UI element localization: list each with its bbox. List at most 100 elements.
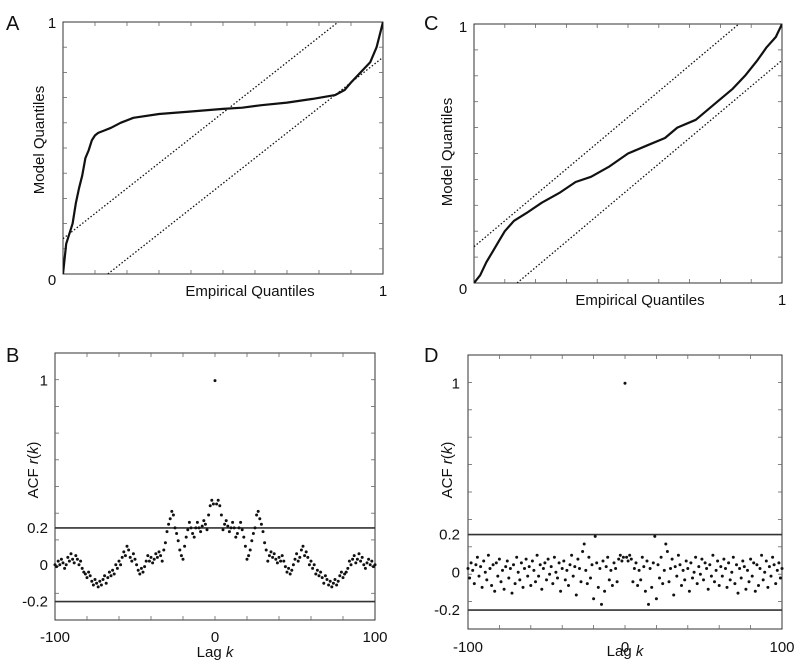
panel-b-acf-point — [229, 526, 233, 530]
panel-d-acf-point — [532, 568, 536, 572]
panel-d-acf-point — [727, 561, 731, 565]
panel-b-acf-point — [213, 379, 217, 383]
panel-b-acf-point — [187, 520, 191, 524]
panel-b-acf-point — [363, 566, 367, 570]
panel-b-acf-point — [170, 509, 174, 513]
panel-a-y-axis-label: Model Quantiles — [31, 86, 48, 194]
panel-d-acf-point — [563, 578, 567, 582]
panel-d-acf-point — [584, 568, 588, 572]
panel-b-acf-point — [175, 532, 179, 535]
panel-b-acf-point — [320, 576, 324, 580]
panel-d-acf-point — [747, 580, 751, 584]
panel-d-acf-point — [545, 578, 548, 582]
panel-d-acf-point — [546, 557, 550, 561]
panel-b-y-tick-label: -0.2 — [22, 594, 48, 611]
panel-d-acf-point — [738, 567, 742, 570]
panel-b-acf-point — [199, 530, 203, 534]
panel-b-acf-point — [327, 583, 331, 587]
panel-b-acf-point — [131, 552, 135, 556]
panel-d-acf-point — [612, 561, 616, 565]
panel-b-x-tick-label: -100 — [40, 629, 70, 646]
panel-b-x-axis-label-var: k — [226, 644, 235, 661]
panel-d-acf-point — [477, 574, 481, 578]
panel-b-acf-point — [123, 554, 127, 558]
panel-b-acf-point — [147, 559, 151, 563]
panel-d-acf-point — [502, 587, 506, 591]
panel-b-acf-point — [263, 541, 267, 545]
panel-d-acf-point — [518, 578, 522, 582]
panel-a-frame — [62, 21, 384, 275]
panel-b-acf-point — [141, 570, 145, 574]
panel-d-acf-point — [469, 561, 473, 565]
panel-d-acf-point — [774, 582, 778, 586]
panel-d-acf-point — [675, 574, 679, 578]
panel-d-acf-point — [684, 559, 688, 563]
panel-d-acf-point — [548, 572, 552, 576]
panel-b-acf-point — [293, 557, 297, 561]
panel-b-acf-point — [192, 535, 196, 539]
panel-d-acf-point — [486, 553, 490, 557]
panel-d-acf-point — [620, 559, 624, 563]
panel-d-acf-point — [742, 565, 746, 569]
panel-b-acf-point — [335, 583, 339, 587]
panel-d-acf-point — [670, 557, 674, 561]
panel-d-acf-point — [606, 555, 610, 559]
panel-b-acf-point — [288, 572, 292, 576]
panel-b-acf-point — [103, 574, 107, 578]
panel-d-y-axis-label-part: ( — [439, 454, 456, 459]
panel-b-acf-point — [77, 563, 81, 567]
panel-d-acf-point — [713, 580, 716, 584]
panel-d-acf-point — [480, 585, 484, 589]
panel-d-acf-point — [733, 582, 737, 586]
panel-d-acf-point — [615, 580, 619, 584]
panel-d-acf-point — [570, 553, 574, 557]
panel-d-acf-point — [504, 565, 508, 569]
panel-b-x-tick-label: 0 — [211, 629, 219, 646]
panel-b-acf-point — [370, 559, 374, 563]
panel-b-acf-point — [179, 554, 183, 558]
panel-d-acf-point — [691, 576, 694, 580]
panel-d-acf-point — [568, 563, 572, 567]
panel-b-acf-point — [173, 526, 177, 530]
panel-b-acf-point — [330, 585, 334, 589]
panel-b-acf-point — [67, 559, 71, 563]
panel-d-acf-point — [692, 570, 696, 574]
panel-b-acf-point — [72, 561, 76, 565]
panel-b-y-axis-label: ACF r(k) — [25, 442, 42, 499]
panel-b-acf-point — [248, 548, 252, 552]
panel-d-acf-point — [716, 559, 720, 563]
panel-b-acf-point — [56, 559, 60, 563]
panel-d-acf-point — [689, 561, 693, 565]
panel-d-acf-point — [560, 567, 564, 570]
panel-d-acf-point — [764, 559, 768, 563]
panel-d-acf-point — [519, 561, 523, 565]
panel-b-acf-point — [365, 561, 369, 565]
panel-d-acf-point — [650, 585, 654, 589]
panel-d-acf-point — [673, 565, 677, 569]
panel-d-acf-point — [683, 578, 687, 582]
panel-b-acf-point — [269, 550, 273, 554]
panel-d-acf-point — [669, 567, 672, 570]
panel-a-x-axis-label: Empirical Quantiles — [185, 283, 314, 300]
panel-b-x-axis-label: Lag k — [197, 644, 235, 661]
panel-d-acf-point — [482, 559, 486, 563]
panel-b-acf-point — [341, 576, 345, 580]
panel-d-acf-point — [617, 557, 621, 561]
panel-d-acf-point — [604, 565, 608, 569]
panel-d-acf-point — [637, 568, 641, 572]
panel-d-acf-point — [556, 576, 559, 580]
panel-d-acf-point — [705, 567, 709, 570]
panel-c-x-axis-label: Empirical Quantiles — [575, 292, 704, 309]
panel-d-acf-point — [582, 542, 586, 546]
panel-d-acf-point — [578, 567, 581, 570]
panel-d-acf-point — [719, 565, 723, 569]
panel-b-acf-point — [355, 557, 359, 561]
panel-d-acf-point — [499, 580, 503, 584]
panel-d-acf-point — [512, 563, 515, 567]
panel-b-acf-point — [299, 548, 303, 552]
panel-b-acf-point — [331, 581, 335, 585]
panel-b-acf-point — [96, 585, 100, 589]
panel-d-acf-point — [632, 567, 636, 570]
panel-b-acf-point — [146, 554, 150, 558]
panel-b-acf-point — [133, 557, 137, 561]
